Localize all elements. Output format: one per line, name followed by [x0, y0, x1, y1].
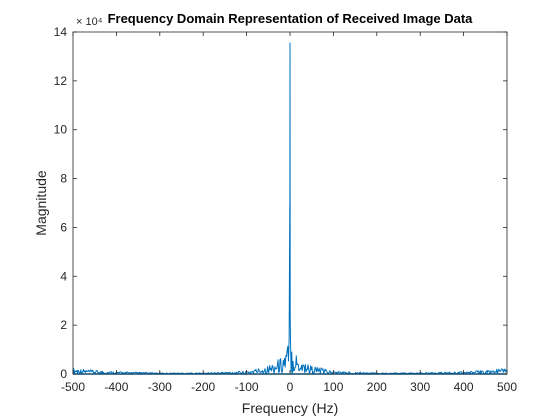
x-tick-label: -400 [104, 380, 128, 394]
y-exponent-label: × 10⁴ [76, 16, 103, 28]
x-tick-label: 300 [410, 380, 430, 394]
plot-area: -500 -400 -300 -200 -100 0 100 200 300 400 500 0 2 4 6… [54, 25, 518, 394]
y-tick-label: 12 [54, 74, 68, 88]
y-tick-label: 4 [60, 269, 67, 283]
y-tick-label: 14 [54, 25, 68, 39]
y-tick-label: 0 [60, 367, 67, 381]
x-tick-label: 100 [323, 380, 343, 394]
x-tick-label: 0 [287, 380, 294, 394]
y-tick-label: 10 [54, 123, 68, 137]
chart-title: Frequency Domain Representation of Recei… [108, 11, 474, 26]
x-tick-label: -300 [148, 380, 172, 394]
x-tick-label: -500 [61, 380, 85, 394]
y-axis-label: Magnitude [33, 170, 49, 236]
x-tick-label: -200 [191, 380, 215, 394]
y-tick-label: 2 [60, 318, 67, 332]
x-tick-label: 400 [454, 380, 474, 394]
x-tick-label: 500 [497, 380, 517, 394]
y-tick-label: 6 [60, 220, 67, 234]
x-axis-label: Frequency (Hz) [242, 400, 338, 416]
y-tick-label: 8 [60, 172, 67, 186]
x-tick-label: 200 [367, 380, 387, 394]
x-tick-label: -100 [235, 380, 259, 394]
